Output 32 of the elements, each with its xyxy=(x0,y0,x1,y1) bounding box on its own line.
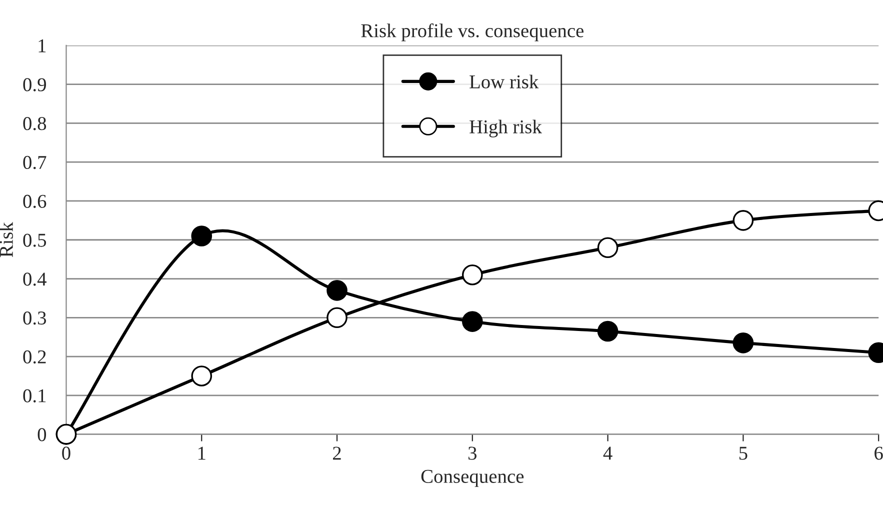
x-axis-title: Consequence xyxy=(421,470,524,487)
chart-title: Risk profile vs. consequence xyxy=(361,23,584,42)
point xyxy=(462,264,483,286)
y-tick-label: 0.7 xyxy=(23,156,46,170)
point xyxy=(191,366,212,386)
point xyxy=(597,237,618,258)
point xyxy=(732,210,754,231)
y-tick-label: 0.4 xyxy=(23,272,46,286)
y-tick-label: 0.6 xyxy=(23,194,46,208)
x-tick-label: 5 xyxy=(739,446,748,460)
y-tick-label: 0.9 xyxy=(23,78,46,92)
y-tick-label: 0 xyxy=(38,428,46,442)
legend-label: High risk xyxy=(470,120,542,138)
point xyxy=(597,320,618,342)
y-tick-label: 1 xyxy=(38,39,46,52)
y-tick-label: 0.3 xyxy=(23,311,46,325)
x-tick-label: 6 xyxy=(874,446,883,460)
x-tick-label: 2 xyxy=(333,446,341,460)
legend-label: Low risk xyxy=(470,74,539,88)
x-tick-label: 4 xyxy=(603,446,612,460)
x-tick-label: 0 xyxy=(62,446,70,460)
y-tick-label: 0.1 xyxy=(23,389,46,402)
point xyxy=(191,226,212,246)
y-tick-label: 0.2 xyxy=(23,350,46,364)
x-tick-label: 1 xyxy=(198,446,206,460)
x-tick-label: 3 xyxy=(468,446,477,460)
y-tick-label: 0.8 xyxy=(23,117,46,130)
point xyxy=(326,307,348,328)
y-tick-label: 0.5 xyxy=(23,234,46,247)
point xyxy=(326,280,348,301)
point xyxy=(732,332,754,354)
point xyxy=(462,311,483,332)
